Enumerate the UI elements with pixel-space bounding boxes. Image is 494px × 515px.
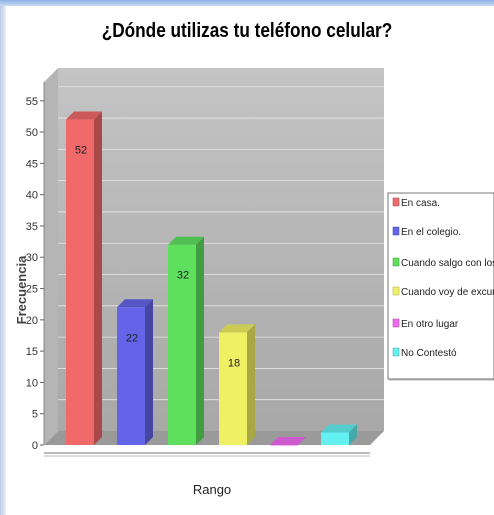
y-tick-label: 0 bbox=[32, 440, 38, 452]
y-tick-label: 40 bbox=[26, 190, 38, 202]
y-tick-label: 10 bbox=[26, 377, 38, 389]
y-tick-label: 5 bbox=[32, 409, 38, 421]
legend-item-label: No Contestó bbox=[401, 348, 457, 359]
legend-swatch bbox=[392, 286, 400, 296]
bar-value-label: 52 bbox=[75, 145, 87, 157]
y-tick-label: 20 bbox=[26, 315, 38, 327]
legend-item-label: En el colegio. bbox=[401, 227, 461, 238]
legend-swatch bbox=[392, 226, 400, 236]
y-axis-label: Frecuencia bbox=[14, 255, 29, 324]
y-tick-label: 25 bbox=[26, 284, 38, 296]
y-tick-label: 45 bbox=[26, 158, 38, 170]
bar-value-label: 18 bbox=[228, 357, 240, 369]
y-tick-label: 35 bbox=[26, 221, 38, 233]
y-tick-label: 55 bbox=[26, 96, 38, 108]
plot-side-wall bbox=[44, 68, 58, 445]
legend-swatch bbox=[392, 347, 400, 357]
window-top-border bbox=[0, 0, 494, 6]
bar bbox=[168, 236, 204, 445]
y-tick-label: 30 bbox=[26, 252, 38, 264]
bar bbox=[66, 111, 102, 445]
y-tick-label: 15 bbox=[26, 346, 38, 358]
bar bbox=[270, 437, 306, 446]
legend-swatch bbox=[392, 318, 400, 328]
bar bbox=[321, 424, 357, 445]
bar-value-label: 22 bbox=[126, 332, 138, 344]
x-axis-label: Rango bbox=[193, 482, 231, 497]
legend: En casa. En el colegio. Cuando salgo con l… bbox=[387, 192, 494, 381]
bar-value-label: 32 bbox=[177, 270, 189, 282]
legend-box bbox=[387, 192, 494, 380]
legend-item-label: En otro lugar bbox=[401, 319, 459, 330]
bar bbox=[219, 324, 255, 445]
legend-swatch bbox=[392, 197, 400, 207]
legend-item-label: En casa. bbox=[401, 198, 440, 209]
y-tick-label: 50 bbox=[26, 127, 38, 139]
chart-title: ¿Dónde utilizas tu teléfono celular? bbox=[101, 20, 393, 42]
legend-item-label: Cuando voy de excursión bbox=[401, 287, 494, 298]
window-left-border bbox=[0, 6, 6, 515]
bar bbox=[117, 299, 153, 445]
legend-item-label: Cuando salgo con los amigos. bbox=[401, 258, 494, 269]
legend-swatch bbox=[392, 257, 400, 267]
